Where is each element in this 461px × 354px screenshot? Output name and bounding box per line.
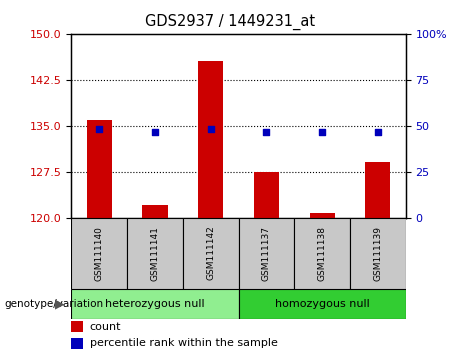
Text: GSM111140: GSM111140 bbox=[95, 225, 104, 281]
Bar bbox=[183, 218, 238, 289]
Bar bbox=[310, 213, 335, 218]
Text: GSM111141: GSM111141 bbox=[150, 225, 160, 281]
Bar bbox=[350, 218, 406, 289]
Bar bbox=[239, 218, 294, 289]
Text: genotype/variation: genotype/variation bbox=[5, 298, 104, 309]
Point bbox=[263, 129, 270, 135]
Bar bbox=[365, 162, 390, 218]
Bar bbox=[71, 338, 83, 349]
Text: GSM111138: GSM111138 bbox=[318, 225, 327, 281]
Text: ▶: ▶ bbox=[55, 297, 65, 310]
Bar bbox=[254, 172, 279, 218]
Text: percentile rank within the sample: percentile rank within the sample bbox=[90, 338, 278, 348]
Bar bbox=[71, 218, 127, 289]
Bar bbox=[71, 321, 83, 332]
Bar bbox=[198, 61, 223, 218]
Text: GSM111142: GSM111142 bbox=[206, 226, 215, 280]
Point bbox=[319, 129, 326, 135]
Text: GSM111139: GSM111139 bbox=[373, 225, 382, 281]
Text: GSM111137: GSM111137 bbox=[262, 225, 271, 281]
Bar bbox=[127, 218, 183, 289]
Bar bbox=[71, 289, 239, 319]
Text: GDS2937 / 1449231_at: GDS2937 / 1449231_at bbox=[145, 14, 316, 30]
Text: homozygous null: homozygous null bbox=[275, 298, 370, 309]
Text: count: count bbox=[90, 321, 121, 332]
Point bbox=[95, 126, 103, 132]
Bar bbox=[142, 205, 167, 218]
Point bbox=[374, 129, 382, 135]
Bar bbox=[294, 218, 350, 289]
Text: heterozygous null: heterozygous null bbox=[105, 298, 205, 309]
Point bbox=[207, 126, 214, 132]
Bar bbox=[239, 289, 406, 319]
Bar bbox=[87, 120, 112, 218]
Point bbox=[151, 129, 159, 135]
